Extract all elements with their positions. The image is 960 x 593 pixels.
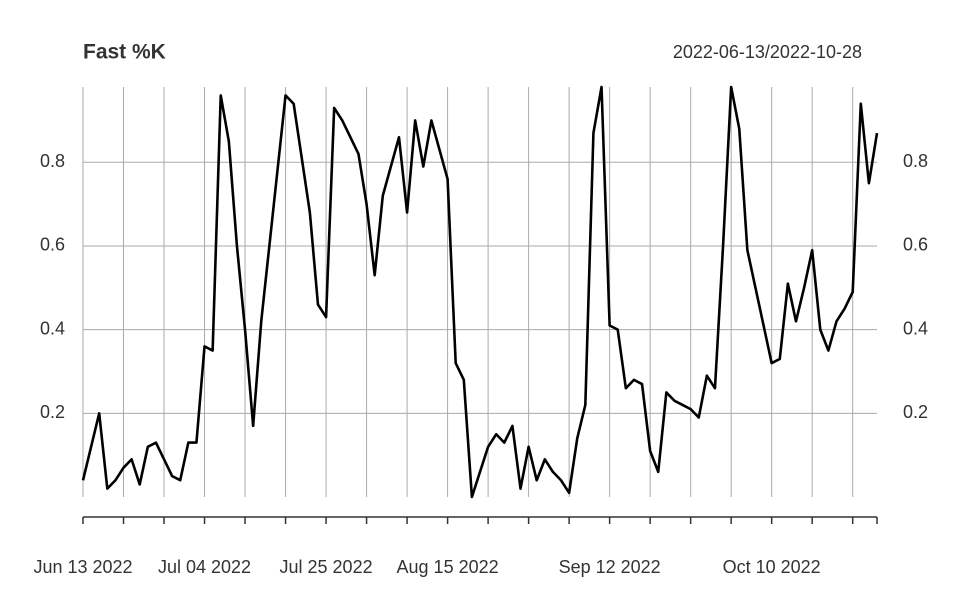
x-tick-label: Sep 12 2022 xyxy=(559,557,661,577)
chart-title: Fast %K xyxy=(83,41,166,64)
x-tick-label: Jul 25 2022 xyxy=(280,557,373,577)
x-tick-label: Aug 15 2022 xyxy=(397,557,499,577)
y-tick-label: 0.8 xyxy=(40,151,65,171)
y2-tick-label: 0.6 xyxy=(903,235,928,255)
x-tick-label: Oct 10 2022 xyxy=(723,557,821,577)
x-tick-label: Jun 13 2022 xyxy=(33,557,132,577)
line xyxy=(81,85,879,499)
y2-tick-label: 0.4 xyxy=(903,318,928,338)
x-tick-label: Jul 04 2022 xyxy=(158,557,251,577)
y-tick-label: 0.6 xyxy=(40,235,65,255)
y-tick-label: 0.4 xyxy=(40,318,65,338)
y-tick-label: 0.2 xyxy=(40,402,65,422)
y2-tick-label: 0.2 xyxy=(903,402,928,422)
chart-subtitle: 2022-06-13/2022-10-28 xyxy=(673,42,862,62)
y2-tick-label: 0.8 xyxy=(903,151,928,171)
